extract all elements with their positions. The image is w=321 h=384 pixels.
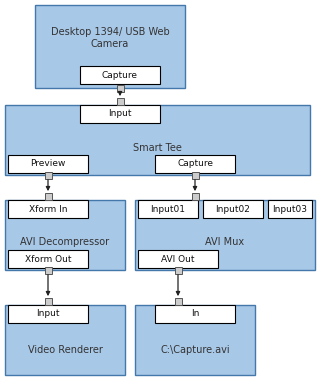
Bar: [8, 305, 88, 323]
Bar: [138, 200, 198, 218]
Bar: [155, 305, 235, 323]
Text: Input: Input: [36, 310, 60, 318]
Text: In: In: [191, 310, 199, 318]
Bar: [45, 192, 51, 200]
Bar: [45, 298, 51, 305]
Text: Smart Tee: Smart Tee: [133, 143, 181, 153]
Bar: [192, 172, 198, 179]
Bar: [155, 155, 235, 173]
Bar: [192, 192, 198, 200]
Text: Input03: Input03: [273, 205, 308, 214]
Text: Xform Out: Xform Out: [25, 255, 71, 263]
Bar: [138, 250, 218, 268]
Text: Video Renderer: Video Renderer: [28, 345, 102, 355]
Bar: [5, 305, 125, 375]
Bar: [175, 266, 181, 273]
Bar: [80, 105, 160, 123]
Text: Capture: Capture: [102, 71, 138, 79]
Bar: [268, 200, 312, 218]
Bar: [117, 84, 124, 91]
Bar: [8, 250, 88, 268]
Bar: [45, 266, 51, 273]
Bar: [5, 105, 310, 175]
Text: AVI Decompressor: AVI Decompressor: [21, 237, 109, 247]
Text: Input01: Input01: [151, 205, 186, 214]
Text: C:\Capture.avi: C:\Capture.avi: [160, 345, 230, 355]
Text: Desktop 1394/ USB Web
Camera: Desktop 1394/ USB Web Camera: [51, 27, 169, 49]
Bar: [117, 98, 124, 104]
Bar: [175, 298, 181, 305]
Text: Input02: Input02: [216, 205, 250, 214]
Bar: [8, 200, 88, 218]
Bar: [35, 5, 185, 88]
Bar: [5, 200, 125, 270]
Bar: [8, 155, 88, 173]
Text: AVI Out: AVI Out: [161, 255, 195, 263]
Bar: [135, 305, 255, 375]
Bar: [203, 200, 263, 218]
Text: Preview: Preview: [30, 159, 66, 169]
Text: Xform In: Xform In: [29, 205, 67, 214]
Text: Input: Input: [108, 109, 132, 119]
Text: AVI Mux: AVI Mux: [205, 237, 245, 247]
Bar: [135, 200, 315, 270]
Bar: [45, 172, 51, 179]
Bar: [80, 66, 160, 84]
Text: Capture: Capture: [177, 159, 213, 169]
